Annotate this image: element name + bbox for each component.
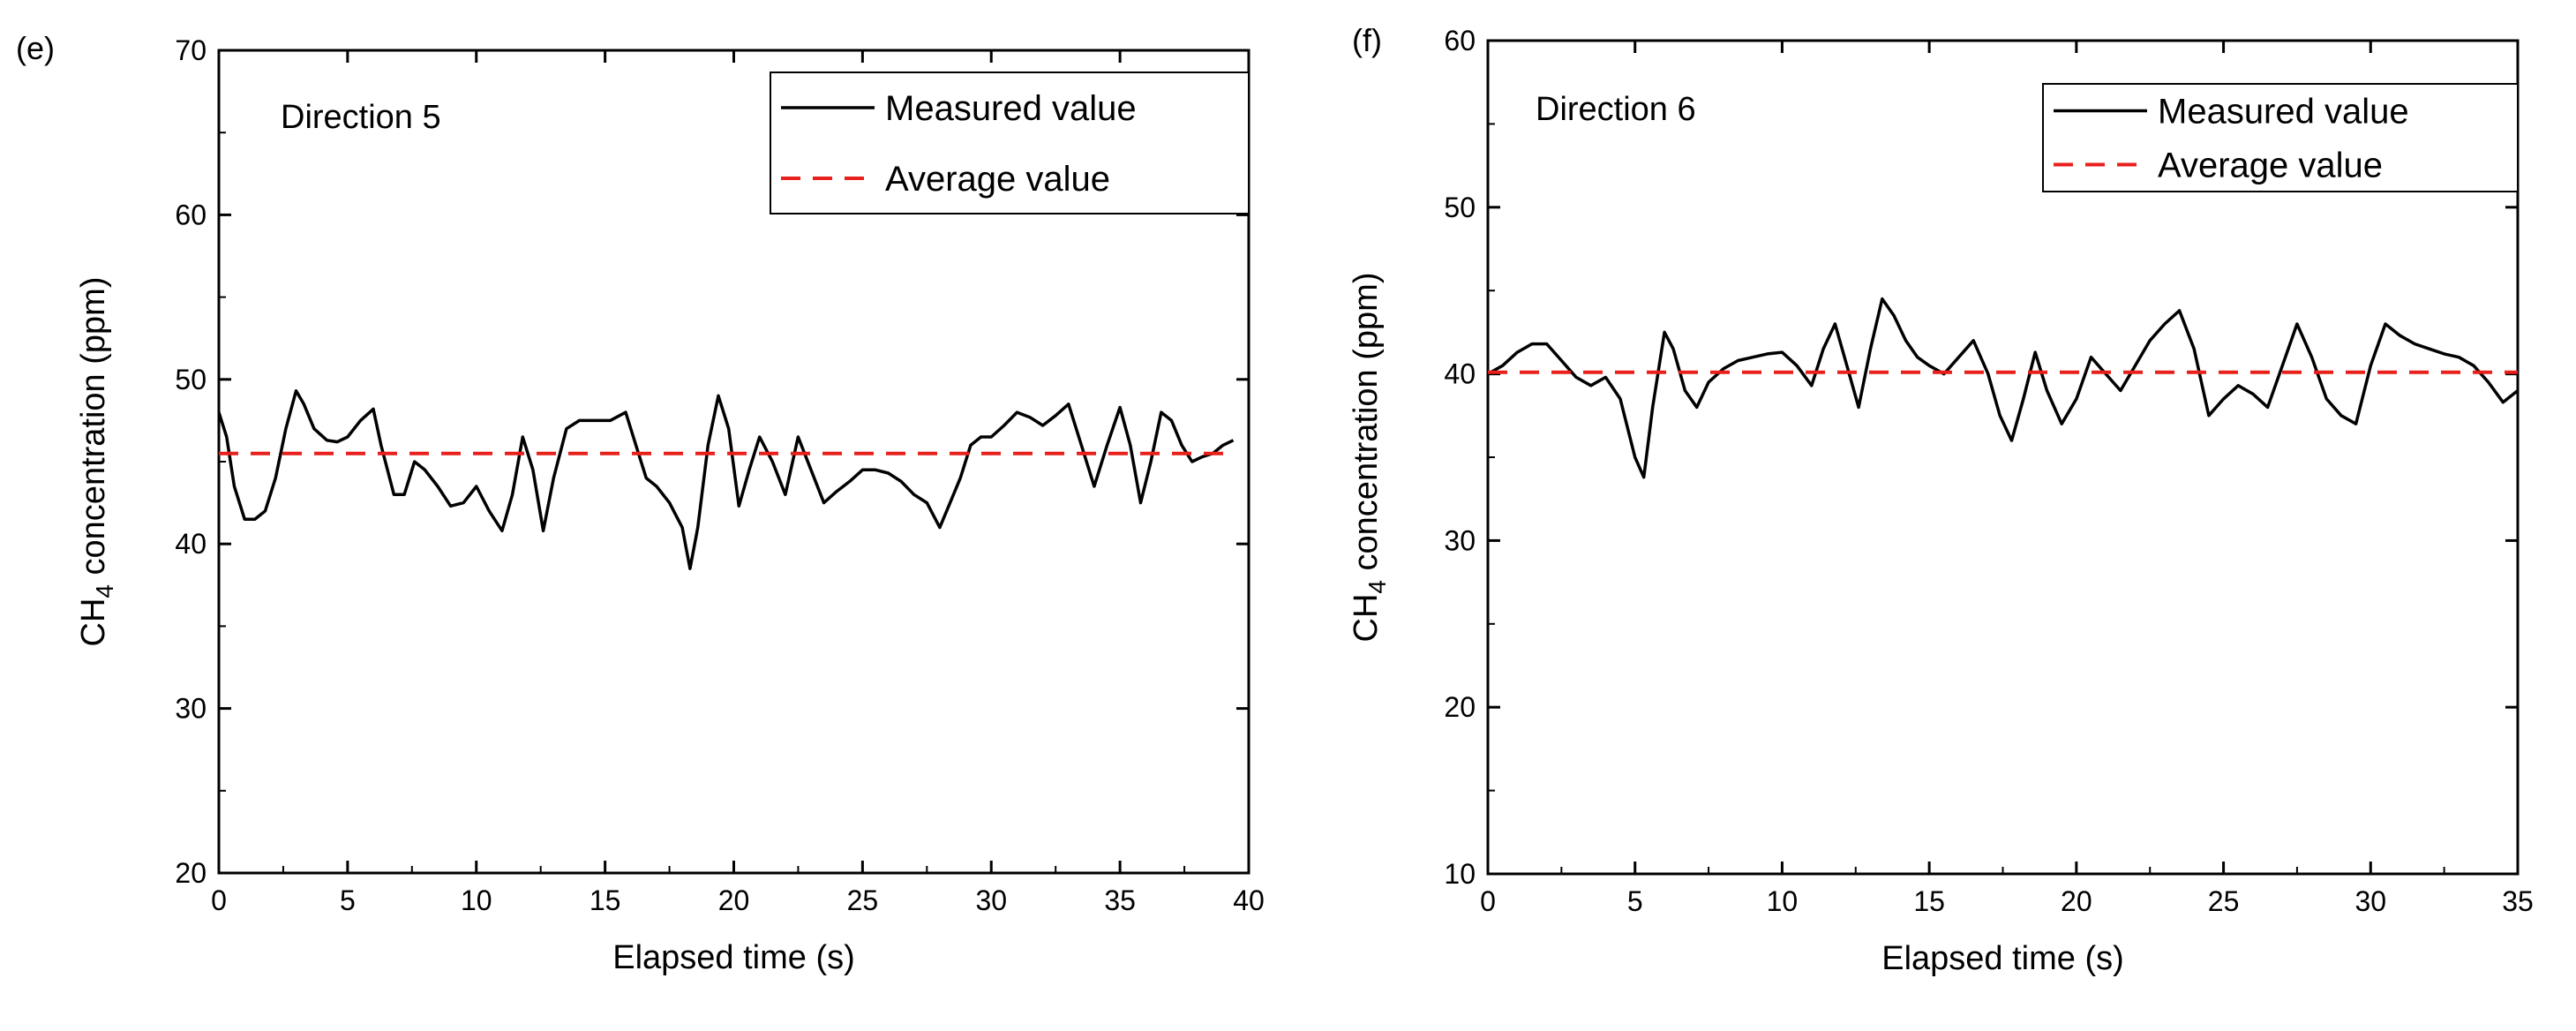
y-tick-label: 20	[175, 857, 207, 889]
x-tick-label: 0	[211, 884, 227, 916]
y-axis-title-subscript: 4	[1363, 580, 1391, 594]
x-tick-label: 0	[1480, 885, 1496, 917]
y-tick-label: 60	[175, 199, 207, 230]
x-tick-label: 20	[718, 884, 750, 916]
direction-annotation: Direction 5	[281, 99, 441, 136]
chart-panel-e: 0 5 10 15 20 25 30 35 40 20 30 40 50 60 70 Elapsed time…	[16, 30, 1265, 976]
y-tick-label: 20	[1444, 691, 1476, 723]
x-tick-label: 25	[847, 884, 879, 916]
x-tick-label: 15	[1913, 885, 1945, 917]
y-tick-label: 40	[1444, 358, 1476, 390]
x-axis-title: Elapsed time (s)	[612, 939, 855, 976]
y-tick-label: 30	[1444, 524, 1476, 556]
x-tick-label: 40	[1233, 884, 1265, 916]
y-axis-title-subscript: 4	[91, 584, 118, 598]
y-axis-title-main: CH	[1348, 594, 1385, 643]
panel-label: (e)	[16, 30, 55, 66]
measured-value-line	[1487, 297, 2520, 479]
x-tick-label: 10	[461, 884, 492, 916]
panel-label: (f)	[1352, 22, 1382, 58]
x-tick-label: 20	[2061, 885, 2092, 917]
legend-entry-measured: Measured value	[885, 89, 1137, 128]
y-tick-label: 10	[1444, 858, 1476, 890]
x-tick-label: 5	[1627, 885, 1643, 917]
x-tick-label: 5	[340, 884, 356, 916]
y-tick-label: 40	[175, 528, 207, 560]
x-tick-label: 10	[1767, 885, 1799, 917]
x-tick-label: 15	[590, 884, 621, 916]
chart-panel-f: 0 5 10 15 20 25 30 35 10 20 30 40 50 60 Elapsed time (…	[1348, 22, 2534, 977]
y-axis-title: CH4 concentration (ppm)	[1348, 273, 1391, 643]
y-axis-title-main: CH	[75, 598, 112, 647]
legend-entry-measured: Measured value	[2158, 93, 2409, 132]
y-tick-label: 30	[175, 693, 207, 725]
x-axis-title: Elapsed time (s)	[1881, 940, 2124, 977]
y-axis-title: CH4 concentration (ppm)	[75, 277, 118, 647]
legend-box	[770, 71, 1250, 214]
y-tick-label: 70	[175, 34, 207, 66]
x-tick-label: 35	[1104, 884, 1136, 916]
y-tick-label: 50	[1444, 192, 1476, 223]
legend-entry-average: Average value	[885, 160, 1110, 199]
y-axis-title-rest: concentration (ppm)	[1348, 273, 1385, 581]
y-tick-label: 50	[175, 364, 207, 395]
measured-value-line	[217, 389, 1235, 570]
x-tick-label: 30	[2354, 885, 2386, 917]
legend-box	[2042, 83, 2519, 192]
y-tick-label: 60	[1444, 25, 1476, 56]
x-tick-label: 35	[2502, 885, 2534, 917]
x-tick-label: 30	[975, 884, 1007, 916]
legend-entry-average: Average value	[2158, 147, 2383, 185]
y-axis-title-rest: concentration (ppm)	[75, 277, 112, 585]
x-tick-label: 25	[2208, 885, 2240, 917]
direction-annotation: Direction 6	[1536, 91, 1696, 128]
